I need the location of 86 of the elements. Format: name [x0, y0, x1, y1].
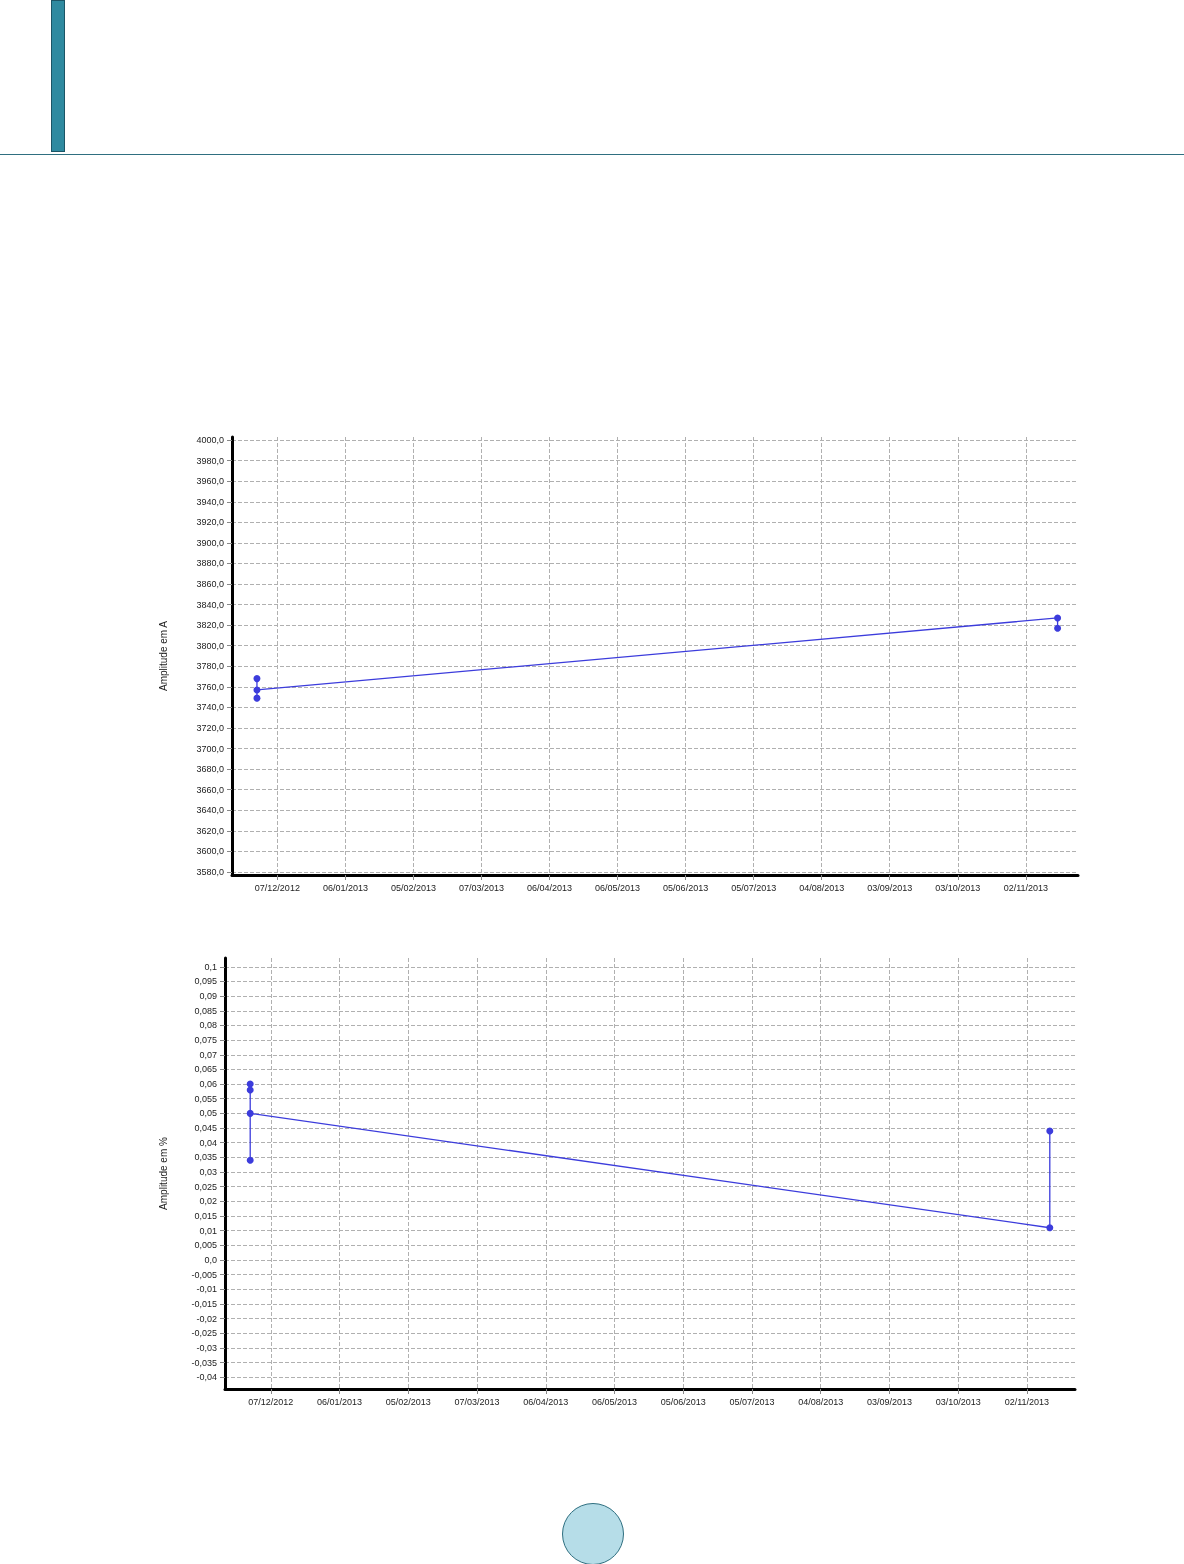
y-tick-label: 0,03: [199, 1167, 217, 1178]
point: [1054, 624, 1062, 632]
x-tick-label: 03/09/2013: [867, 882, 913, 893]
y-tick-label: 3980,0: [196, 455, 224, 466]
y-tick-label: 0,025: [194, 1181, 217, 1192]
x-tick-label: 06/05/2013: [595, 882, 641, 893]
x-tick-label: 07/03/2013: [458, 882, 505, 893]
x-tick-label: 05/06/2013: [660, 1396, 706, 1407]
y-tick-label: 3720,0: [196, 722, 224, 733]
point: [253, 675, 261, 683]
point: [246, 1109, 254, 1117]
x-tick-label: 05/02/2013: [390, 882, 436, 893]
x-tick-label: 02/11/2013: [1003, 882, 1049, 893]
y-tick-label: 3800,0: [196, 640, 224, 651]
y-tick-label: 0,065: [194, 1064, 217, 1075]
x-tick-label: 05/06/2013: [663, 882, 709, 893]
y-tick-label: 0,015: [194, 1211, 217, 1222]
y-tick-label: 0,09: [199, 991, 217, 1002]
y-tick-label: -0,015: [191, 1298, 217, 1309]
y-tick-label: 3600,0: [196, 846, 224, 857]
y-tick-label: 3880,0: [196, 558, 224, 569]
y-tick-label: 3920,0: [196, 517, 224, 528]
y-tick-label: 0,035: [194, 1152, 217, 1163]
y-tick-label: 3900,0: [196, 537, 224, 548]
x-tick-label: 06/04/2013: [527, 882, 573, 893]
x-tick-label: 06/01/2013: [322, 882, 368, 893]
x-tick-label: 04/08/2013: [798, 1396, 844, 1407]
y-tick-label: 0,08: [199, 1020, 217, 1031]
x-tick-label: 06/01/2013: [317, 1396, 363, 1407]
y-tick-label: 0,095: [194, 976, 217, 987]
y-tick-label: 3660,0: [196, 784, 224, 795]
y-tick-label: 0,02: [199, 1196, 217, 1207]
x-tick-label: 06/05/2013: [591, 1396, 638, 1407]
y-tick-label: 0,1: [204, 961, 217, 972]
y-tick-label: 3740,0: [196, 702, 224, 713]
x-tick-label: 02/11/2013: [1004, 1396, 1050, 1407]
y-tick-label: 3820,0: [196, 620, 224, 631]
y-tick-label: 0,06: [199, 1079, 217, 1090]
y-axis-title: Amplitude em A: [157, 620, 169, 692]
y-tick-label: 3760,0: [196, 681, 224, 692]
y-tick-label: 0,055: [194, 1093, 217, 1104]
y-tick-label: -0,04: [196, 1372, 217, 1383]
y-tick-label: 3640,0: [196, 805, 224, 816]
point: [253, 694, 261, 702]
x-tick-label: 07/12/2012: [248, 1396, 294, 1407]
y-tick-label: -0,025: [191, 1328, 217, 1339]
x-tick-label: 03/10/2013: [935, 1396, 981, 1407]
y-tick-label: 0,05: [199, 1108, 217, 1119]
x-tick-label: 04/08/2013: [799, 882, 845, 893]
point: [1054, 614, 1062, 622]
y-tick-label: 0,085: [194, 1005, 217, 1016]
x-tick-label: 05/02/2013: [385, 1396, 431, 1407]
x-tick-label: 05/07/2013: [729, 1396, 775, 1407]
y-tick-label: 0,07: [199, 1049, 217, 1060]
x-tick-label: 07/03/2013: [454, 1396, 500, 1407]
x-tick-label: 05/07/2013: [731, 882, 777, 893]
y-tick-label: 0,04: [199, 1137, 217, 1148]
y-tick-label: -0,03: [196, 1342, 217, 1353]
y-axis-title: Amplitude em %: [157, 1136, 169, 1210]
point: [246, 1086, 254, 1094]
y-tick-label: 3780,0: [196, 661, 224, 672]
y-tick-label: 0,045: [194, 1123, 217, 1134]
y-tick-label: -0,01: [196, 1284, 217, 1295]
y-tick-label: -0,02: [196, 1313, 217, 1324]
x-tick-label: 03/10/2013: [935, 882, 981, 893]
point: [246, 1156, 254, 1164]
y-tick-label: 3860,0: [196, 579, 224, 590]
point: [1046, 1224, 1054, 1232]
x-tick-label: 07/12/2012: [254, 882, 300, 893]
y-tick-label: 0,0: [204, 1254, 217, 1265]
y-tick-label: 3940,0: [196, 496, 224, 507]
x-tick-label: 03/09/2013: [866, 1396, 912, 1407]
x-tick-label: 06/04/2013: [523, 1396, 569, 1407]
y-tick-label: 3620,0: [196, 825, 224, 836]
y-tick-label: 0,075: [194, 1035, 217, 1046]
y-tick-label: 3700,0: [196, 743, 224, 754]
point: [1046, 1127, 1054, 1135]
y-tick-label: 4000,0: [196, 435, 224, 446]
y-tick-label: -0,005: [191, 1269, 217, 1280]
y-tick-label: -0,035: [191, 1357, 217, 1368]
y-tick-label: 3840,0: [196, 599, 224, 610]
y-tick-label: 0,01: [199, 1225, 217, 1236]
y-tick-label: 3580,0: [196, 866, 224, 877]
y-tick-label: 3680,0: [196, 764, 224, 775]
y-tick-label: 0,005: [194, 1240, 217, 1251]
y-tick-label: 3960,0: [196, 476, 224, 487]
